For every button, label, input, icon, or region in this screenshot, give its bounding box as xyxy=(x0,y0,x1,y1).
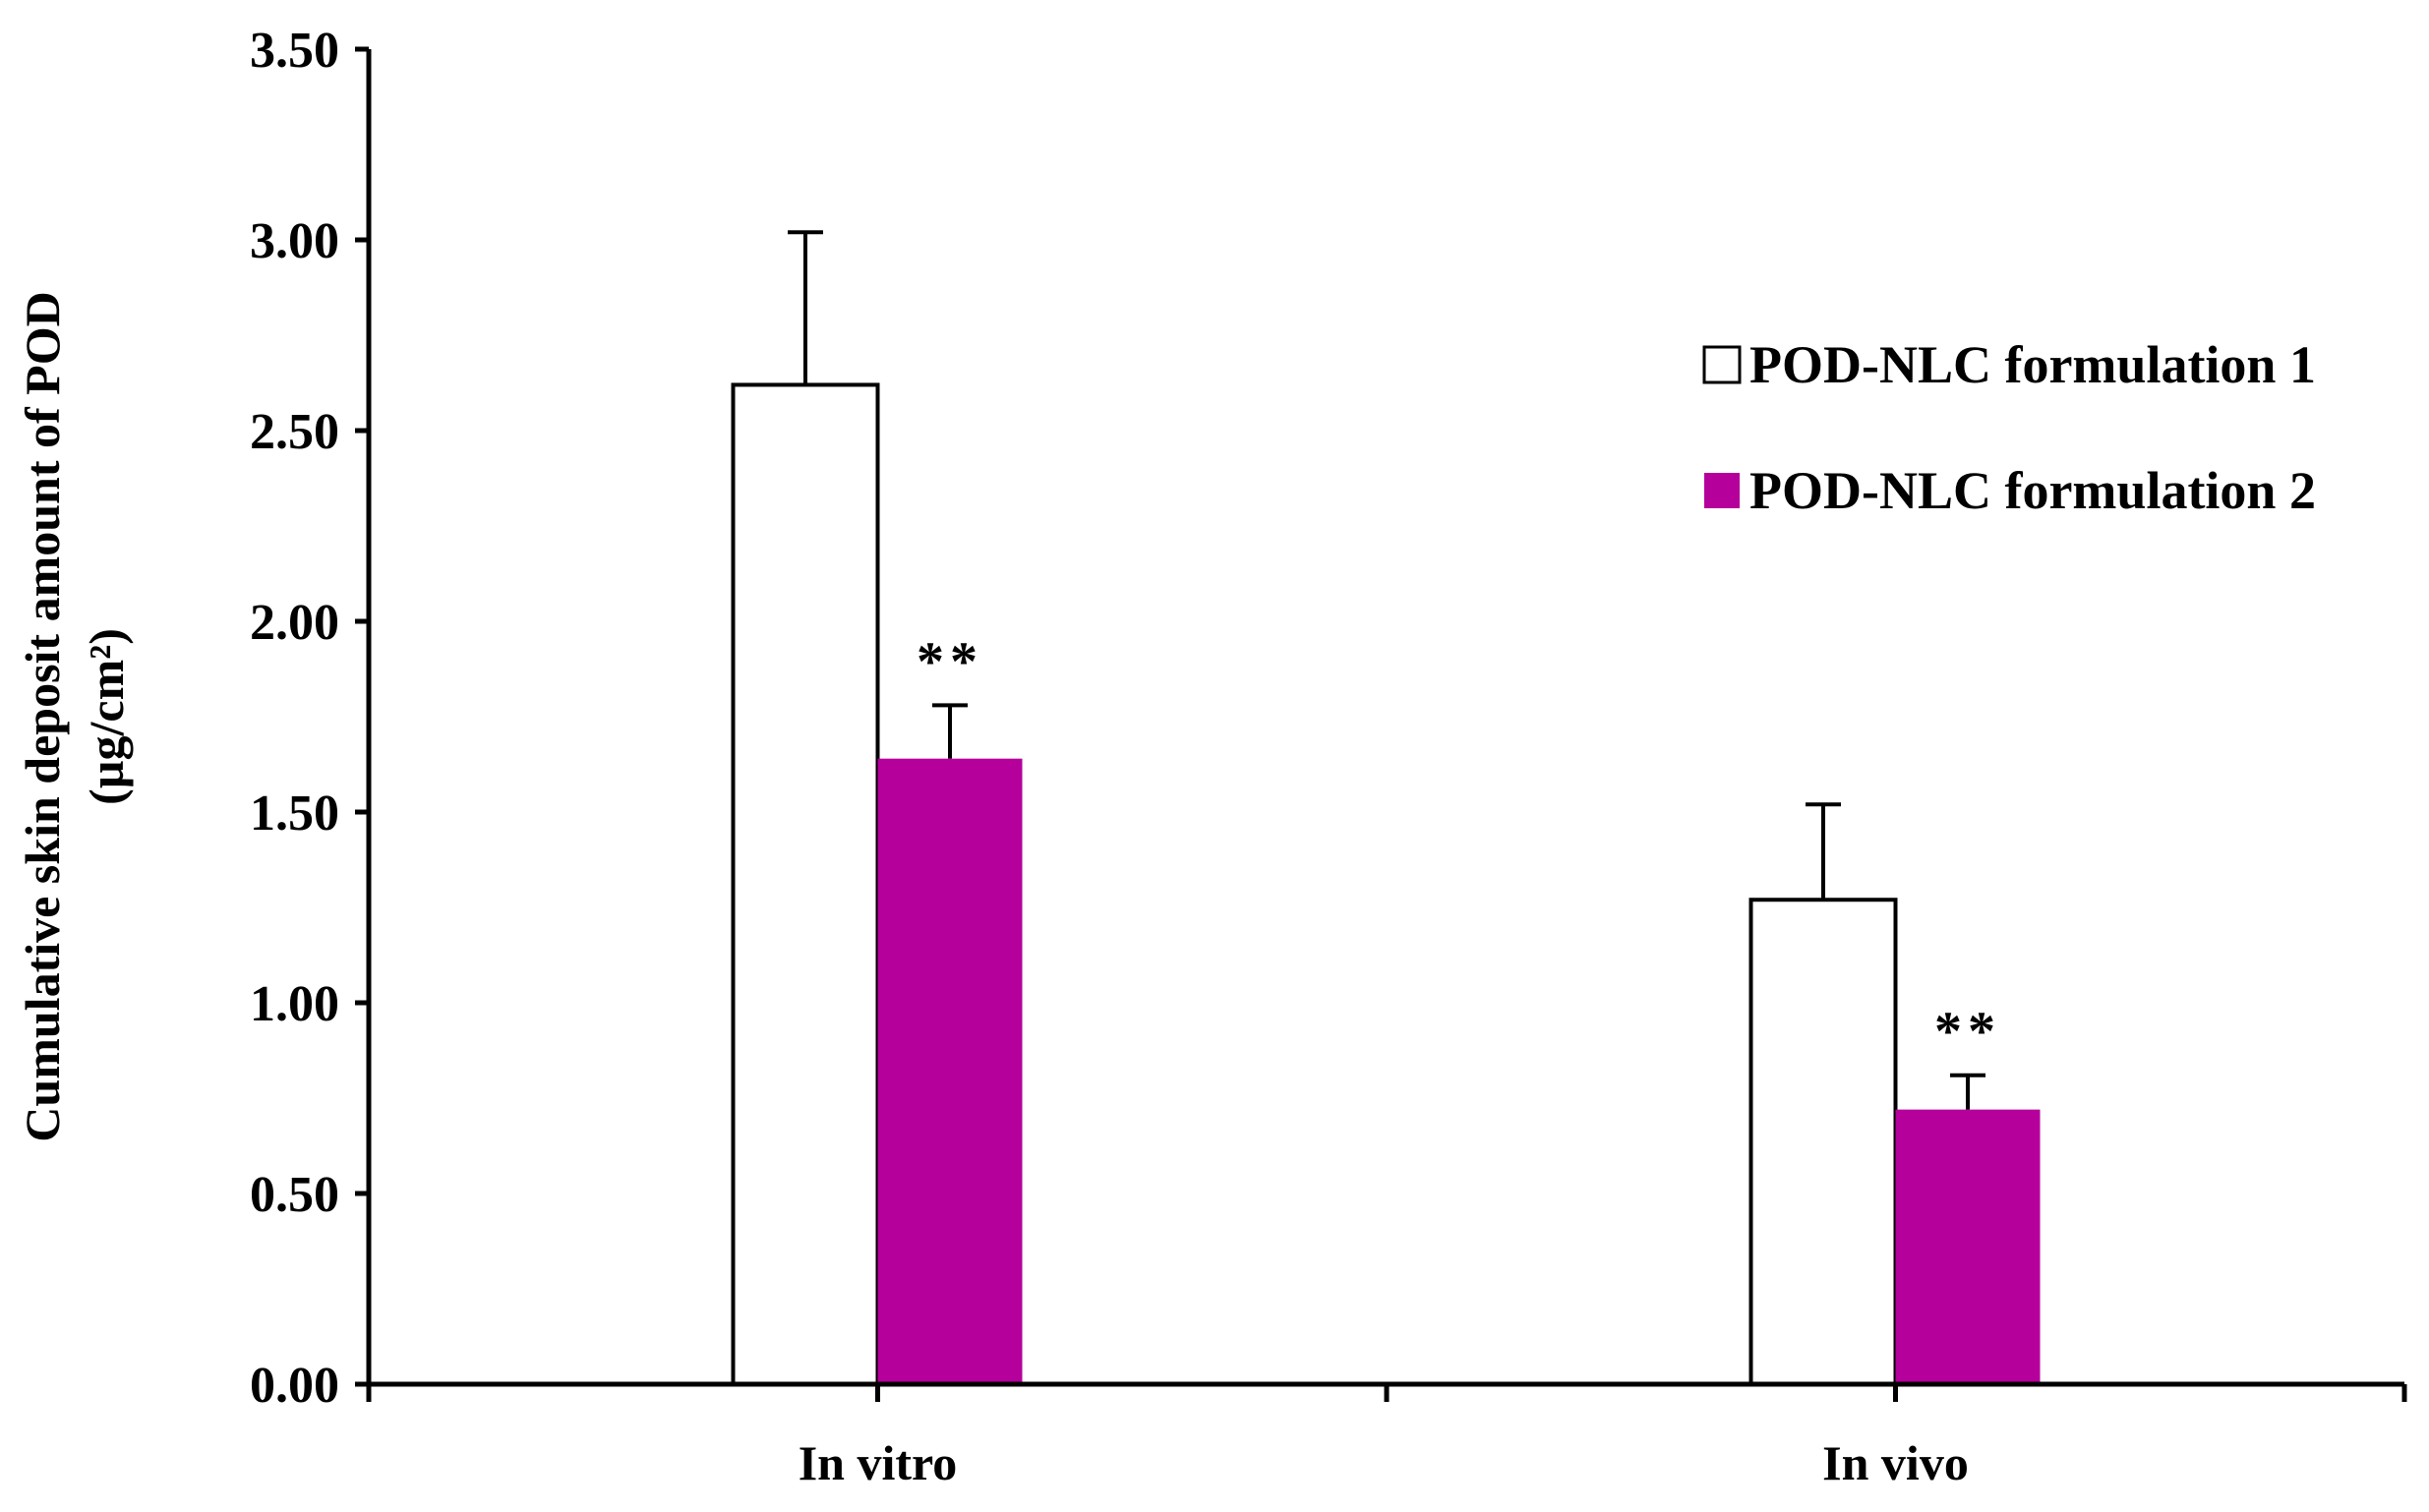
y-axis-ticks: 0.00 0.50 1.00 1.50 2.00 2.50 3.00 3.50 xyxy=(250,23,369,1414)
legend-label: POD-NLC formulation 2 xyxy=(1749,461,2316,520)
error-bars xyxy=(788,230,1985,1110)
y-axis-title: Cumulative skin deposit amount of POD (µg… xyxy=(15,291,134,1141)
y-axis-title-line: (µg/cm²) xyxy=(79,628,134,805)
legend-swatch xyxy=(1702,345,1742,384)
x-category-label: In vitro xyxy=(799,1435,958,1490)
y-tick-label: 0.00 xyxy=(250,1358,339,1414)
y-tick-label: 1.50 xyxy=(250,785,339,842)
bar-1-0 xyxy=(1748,898,1898,1386)
significance-annotations: ** ** xyxy=(917,631,2001,1063)
x-axis-ticks xyxy=(366,1384,2407,1402)
legend: POD-NLC formulation 1 POD-NLC formulation… xyxy=(1702,335,2316,520)
bar-1-1 xyxy=(1895,1109,2041,1384)
y-tick-label: 2.00 xyxy=(250,595,339,651)
y-tick-label: 0.50 xyxy=(250,1167,339,1223)
y-tick-label: 3.50 xyxy=(250,23,339,79)
significance-marker: ** xyxy=(1934,1002,2001,1063)
legend-label: POD-NLC formulation 1 xyxy=(1749,335,2316,394)
legend-swatch xyxy=(1704,473,1740,508)
y-axis-title-line: Cumulative skin deposit amount of POD xyxy=(15,291,70,1141)
significance-marker: ** xyxy=(917,631,983,692)
bar-0-1 xyxy=(877,758,1023,1384)
axes xyxy=(366,49,2404,1387)
x-category-label: In vivo xyxy=(1822,1435,1969,1490)
x-axis-category-labels: In vitro In vivo xyxy=(799,1435,1969,1490)
y-tick-label: 1.00 xyxy=(250,976,339,1032)
bar-0-0 xyxy=(731,382,880,1386)
y-tick-label: 2.50 xyxy=(250,404,339,460)
bars xyxy=(731,382,2041,1386)
y-tick-label: 3.00 xyxy=(250,213,339,269)
